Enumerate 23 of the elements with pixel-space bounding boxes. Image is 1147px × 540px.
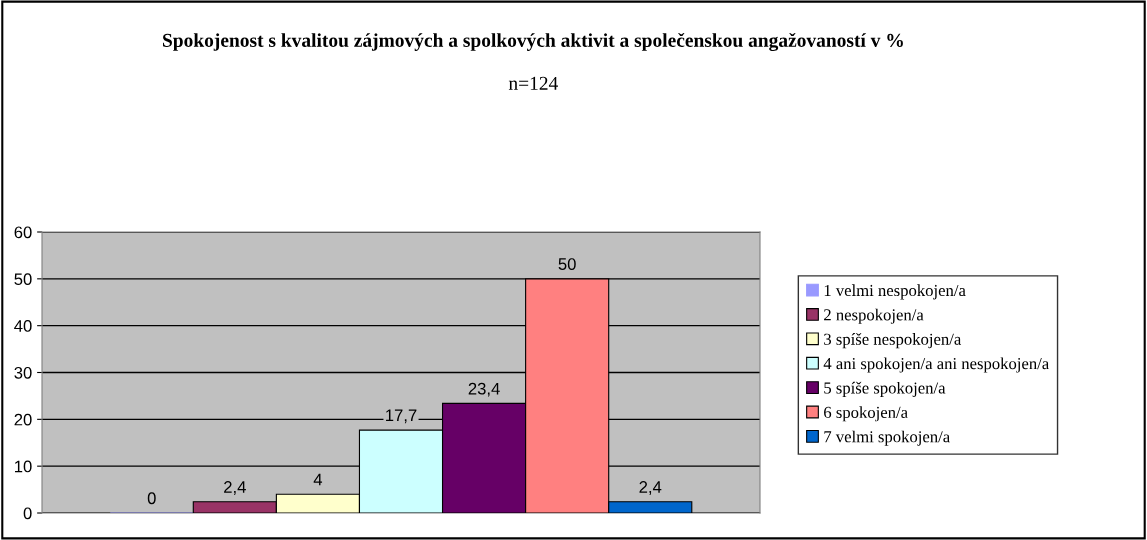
data-label: 0 — [147, 492, 156, 505]
y-tick-label: 0 — [23, 507, 32, 520]
y-tick-label: 10 — [15, 460, 32, 473]
data-label: 2,4 — [224, 481, 246, 495]
y-tick-label: 40 — [14, 320, 32, 332]
legend-label: 6 spokojen/a — [824, 406, 908, 422]
data-label: 23,4 — [468, 382, 500, 397]
chart-subtitle: n=124 — [508, 76, 558, 90]
data-label: 2,4 — [639, 481, 662, 495]
legend-label: 3 spíše nespokojen/a — [824, 333, 962, 349]
legend-label: 1 velmi nespokojen/a — [824, 284, 966, 300]
y-tick-label: 20 — [14, 413, 32, 426]
y-tick-label: 30 — [14, 366, 32, 379]
chart-title: Spokojenost s kvalitou zájmových a spolkových aktivit a společenskou angažovaností v % — [163, 33, 903, 51]
data-label: 17,7 — [386, 409, 417, 424]
legend-label: 2 nespokojen/a — [824, 308, 924, 324]
legend-label: 7 velmi spokojen/a — [824, 430, 950, 446]
y-tick-label: 60 — [14, 226, 32, 239]
legend-label: 4 ani spokojen/a ani nespokojen/a — [823, 357, 1049, 373]
y-tick-label: 50 — [14, 273, 32, 286]
data-label: 50 — [558, 258, 576, 270]
legend-label: 5 spíše spokojen/a — [824, 381, 946, 397]
data-label: 4 — [313, 473, 323, 486]
